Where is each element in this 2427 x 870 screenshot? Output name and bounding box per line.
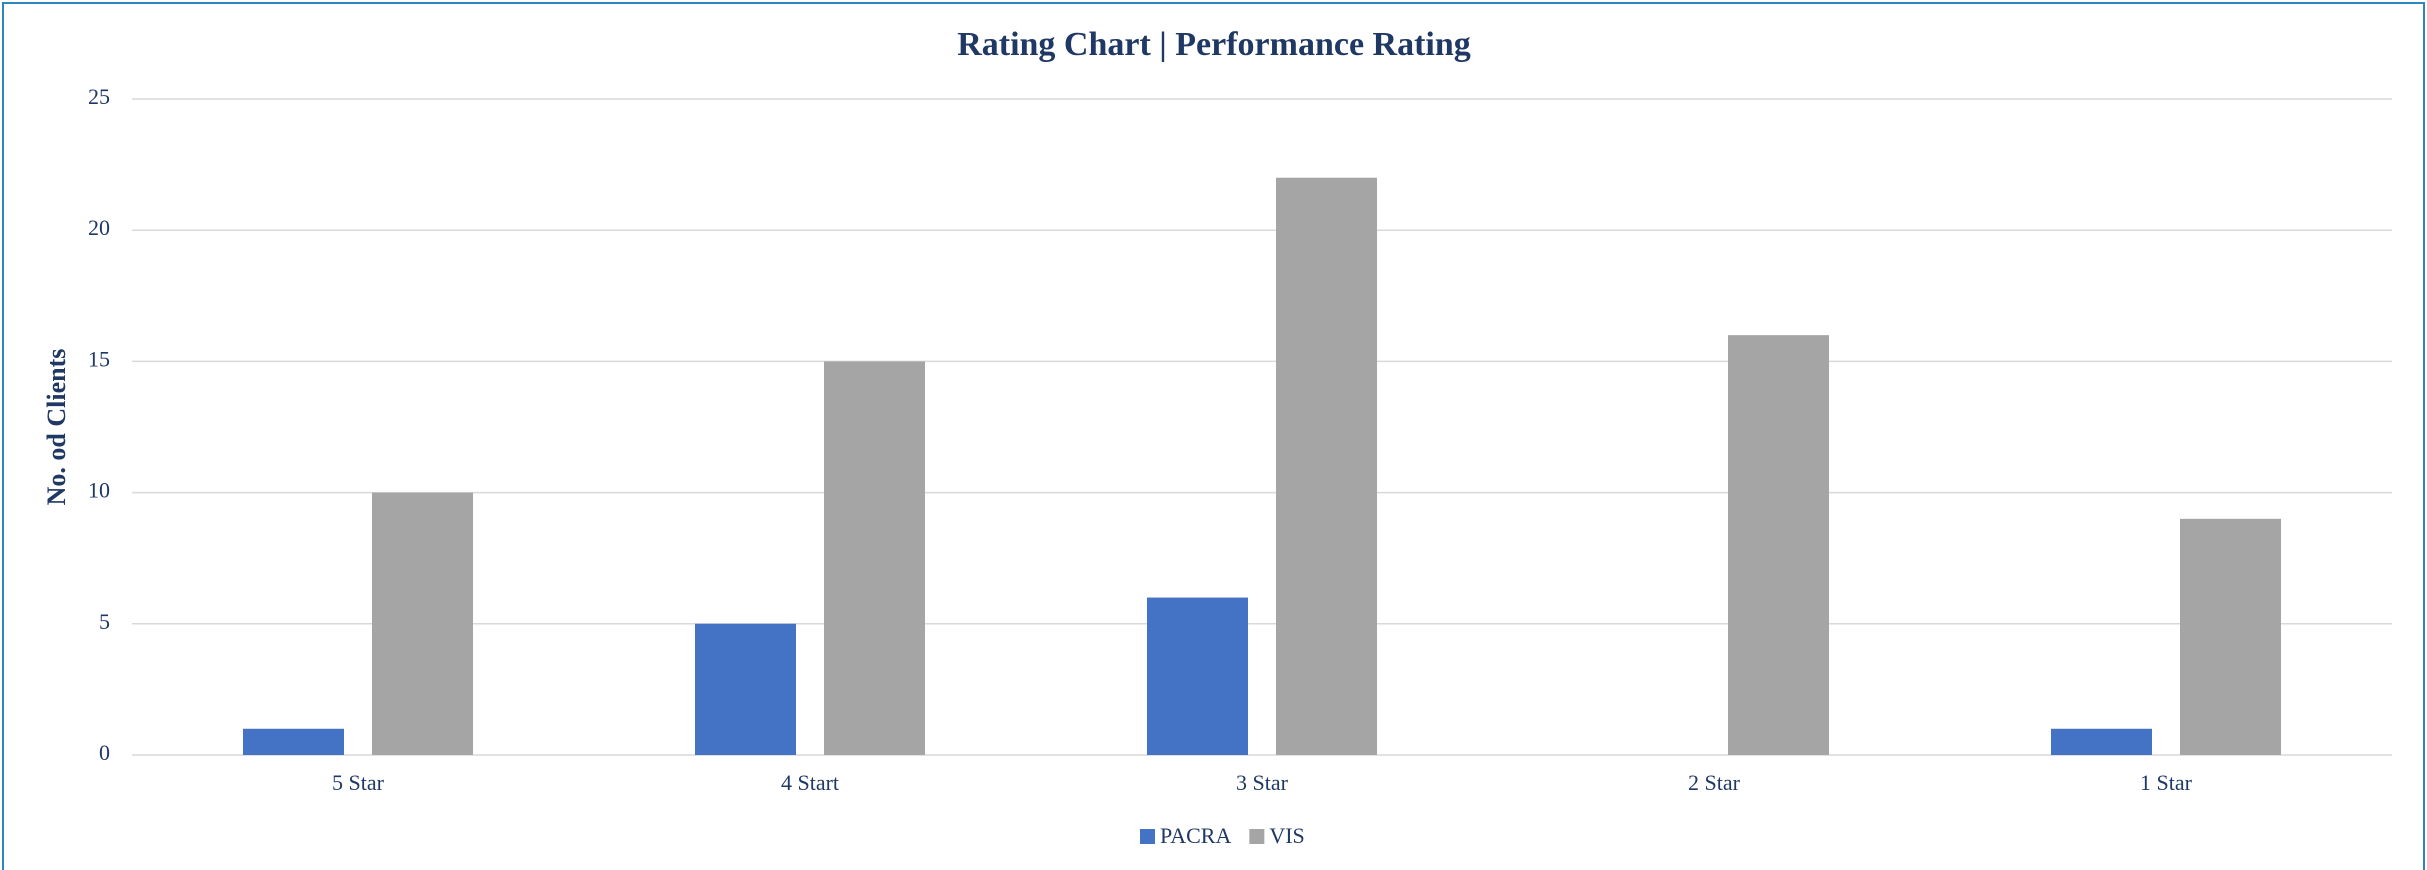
legend-label: PACRA — [1160, 823, 1231, 848]
bar — [1276, 177, 1377, 756]
x-tick-label: 2 Star — [1688, 770, 1741, 795]
bar — [243, 728, 344, 755]
y-axis-label: No. od Clients — [42, 349, 71, 506]
legend-label: VIS — [1269, 823, 1304, 848]
bar — [1728, 335, 1829, 755]
y-tick-label: 20 — [88, 215, 110, 240]
x-tick-label: 5 Star — [332, 770, 385, 795]
bar — [2051, 728, 2152, 755]
chart-title: Rating Chart | Performance Rating — [957, 26, 1471, 63]
x-tick-label: 3 Star — [1236, 770, 1289, 795]
legend-swatch — [1249, 829, 1265, 844]
y-tick-label: 25 — [88, 84, 110, 109]
y-tick-label: 0 — [99, 740, 110, 765]
bar — [2180, 518, 2281, 755]
bar — [695, 623, 796, 755]
x-tick-label: 4 Start — [781, 770, 839, 795]
bar — [824, 361, 925, 755]
y-tick-label: 10 — [88, 478, 110, 503]
y-tick-label: 15 — [88, 346, 110, 371]
bar — [1147, 597, 1248, 755]
legend-swatch — [1140, 829, 1155, 844]
bar — [372, 492, 473, 755]
y-tick-label: 5 — [99, 609, 110, 634]
x-tick-label: 1 Star — [2140, 770, 2193, 795]
